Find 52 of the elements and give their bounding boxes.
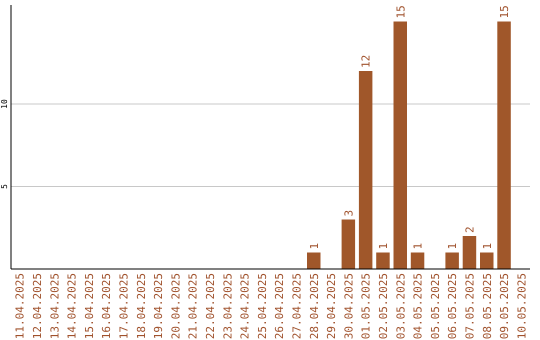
data-label: 3 bbox=[342, 210, 356, 216]
bar bbox=[410, 252, 424, 269]
y-tick-label: 5 bbox=[0, 184, 9, 189]
x-tick-label: 27.04.2025 bbox=[290, 273, 304, 340]
x-tick-label: 24.04.2025 bbox=[238, 273, 252, 340]
data-label: 1 bbox=[376, 242, 390, 250]
x-tick-label: 02.05.2025 bbox=[376, 273, 390, 340]
bar bbox=[376, 252, 390, 269]
x-tick-label: 18.04.2025 bbox=[134, 273, 148, 340]
bar bbox=[445, 252, 459, 269]
x-tick-label: 15.04.2025 bbox=[82, 273, 96, 340]
x-tick-label: 29.04.2025 bbox=[325, 273, 338, 340]
x-tick-label: 03.05.2025 bbox=[394, 273, 408, 340]
data-label: 1 bbox=[412, 242, 425, 250]
x-tick-label: 01.05.2025 bbox=[360, 273, 373, 340]
x-tick-label: 04.05.2025 bbox=[412, 273, 425, 340]
x-tick-label: 20.04.2025 bbox=[169, 273, 182, 340]
x-tick-label: 07.05.2025 bbox=[463, 273, 476, 340]
bar bbox=[394, 22, 407, 269]
data-label: 12 bbox=[360, 54, 373, 68]
data-label: 15 bbox=[498, 5, 512, 18]
x-tick-label: 05.05.2025 bbox=[428, 273, 442, 340]
x-tick-label: 13.04.2025 bbox=[48, 273, 62, 340]
x-tick-label: 08.05.2025 bbox=[480, 273, 494, 340]
x-tick-label: 10.05.2025 bbox=[515, 273, 528, 340]
data-label: 15 bbox=[394, 5, 408, 18]
data-label: 1 bbox=[446, 242, 460, 250]
x-tick-label: 23.04.2025 bbox=[221, 273, 234, 340]
x-tick-label: 16.04.2025 bbox=[100, 273, 114, 340]
bar bbox=[342, 220, 356, 269]
bar bbox=[462, 236, 476, 269]
x-tick-label: 21.04.2025 bbox=[186, 273, 200, 340]
x-tick-label: 09.05.2025 bbox=[498, 273, 512, 340]
x-tick-label: 14.04.2025 bbox=[66, 273, 79, 340]
x-tick-label: 19.04.2025 bbox=[152, 273, 166, 340]
x-tick-label: 22.04.2025 bbox=[204, 273, 217, 340]
x-tick-label: 30.04.2025 bbox=[342, 273, 356, 340]
bar bbox=[480, 252, 494, 269]
data-label: 1 bbox=[308, 242, 321, 250]
x-tick-label: 26.04.2025 bbox=[273, 273, 286, 340]
bar bbox=[358, 71, 372, 269]
x-tick-label: 11.04.2025 bbox=[14, 273, 27, 340]
x-tick-label: 17.04.2025 bbox=[117, 273, 130, 340]
bar bbox=[307, 252, 320, 269]
data-label: 1 bbox=[480, 242, 494, 250]
x-tick-label: 06.05.2025 bbox=[446, 273, 460, 340]
data-label: 2 bbox=[463, 226, 476, 233]
x-tick-label: 12.04.2025 bbox=[30, 273, 44, 340]
bar bbox=[497, 22, 511, 269]
x-tick-label: 28.04.2025 bbox=[308, 273, 321, 340]
y-tick-label: 10 bbox=[0, 99, 9, 109]
x-tick-label: 25.04.2025 bbox=[256, 273, 269, 340]
